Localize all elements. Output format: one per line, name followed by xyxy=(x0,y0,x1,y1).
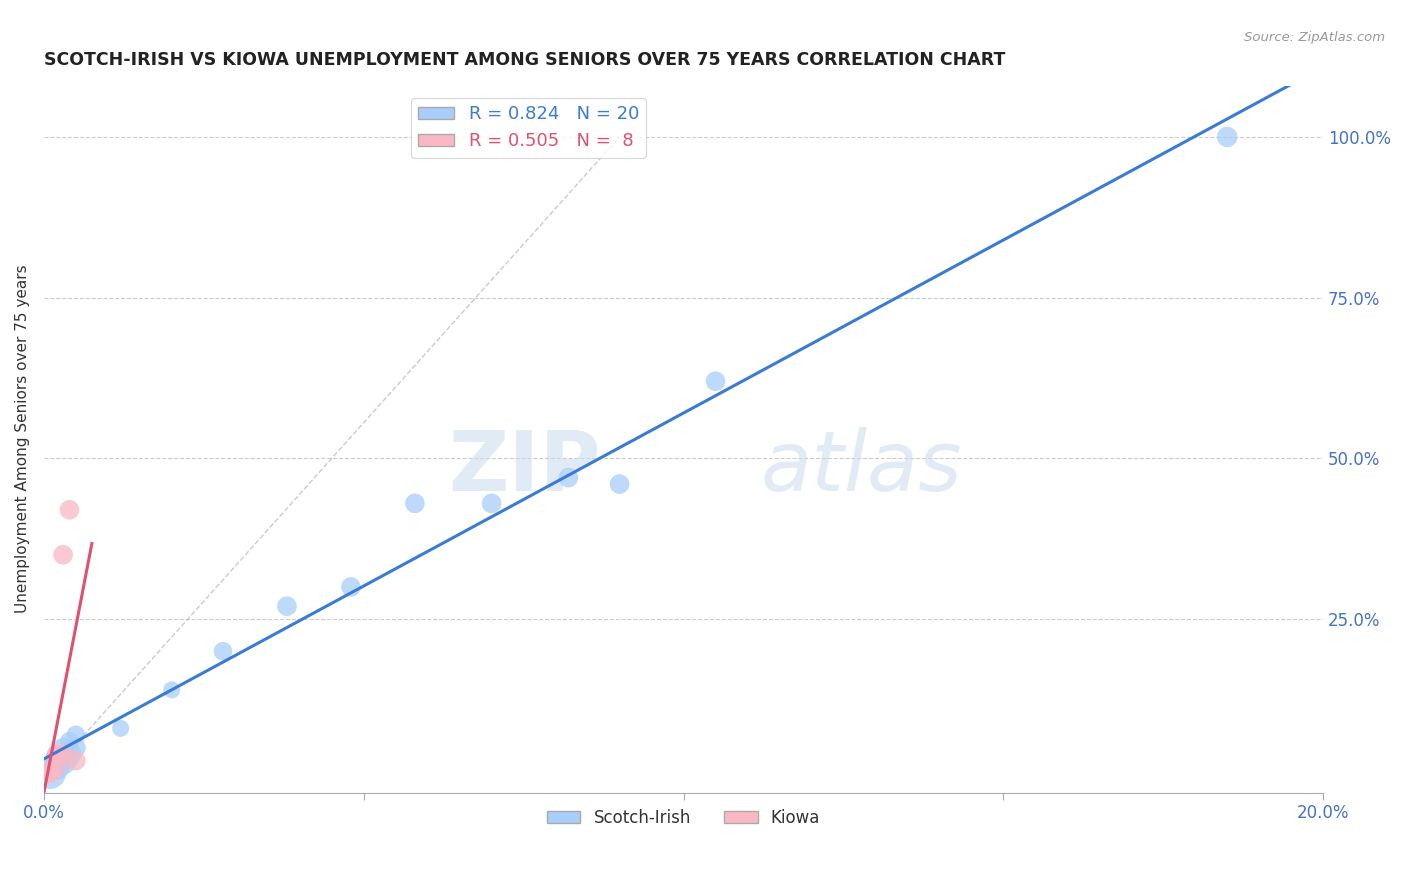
Point xyxy=(276,599,298,614)
Point xyxy=(58,734,80,748)
Text: ZIP: ZIP xyxy=(449,427,600,508)
Point xyxy=(65,754,87,768)
Point xyxy=(65,728,87,742)
Point xyxy=(52,548,75,562)
Point xyxy=(45,747,67,761)
Y-axis label: Unemployment Among Seniors over 75 years: Unemployment Among Seniors over 75 years xyxy=(15,265,30,614)
Point xyxy=(160,682,183,697)
Point xyxy=(110,722,132,736)
Point xyxy=(52,747,75,761)
Point xyxy=(39,763,62,777)
Point xyxy=(39,766,62,780)
Point xyxy=(557,470,579,484)
Point xyxy=(704,374,727,388)
Point xyxy=(609,477,631,491)
Point xyxy=(45,760,67,774)
Point xyxy=(58,747,80,761)
Point xyxy=(52,740,75,755)
Point xyxy=(340,580,363,594)
Point xyxy=(65,740,87,755)
Point xyxy=(1216,130,1239,145)
Point xyxy=(58,503,80,517)
Text: atlas: atlas xyxy=(761,427,962,508)
Legend: Scotch-Irish, Kiowa: Scotch-Irish, Kiowa xyxy=(540,803,827,834)
Text: Source: ZipAtlas.com: Source: ZipAtlas.com xyxy=(1244,31,1385,45)
Point xyxy=(45,750,67,764)
Point xyxy=(45,760,67,774)
Point xyxy=(39,766,62,780)
Text: SCOTCH-IRISH VS KIOWA UNEMPLOYMENT AMONG SENIORS OVER 75 YEARS CORRELATION CHART: SCOTCH-IRISH VS KIOWA UNEMPLOYMENT AMONG… xyxy=(44,51,1005,69)
Point xyxy=(212,644,235,658)
Point xyxy=(52,754,75,768)
Point xyxy=(404,496,426,510)
Point xyxy=(481,496,503,510)
